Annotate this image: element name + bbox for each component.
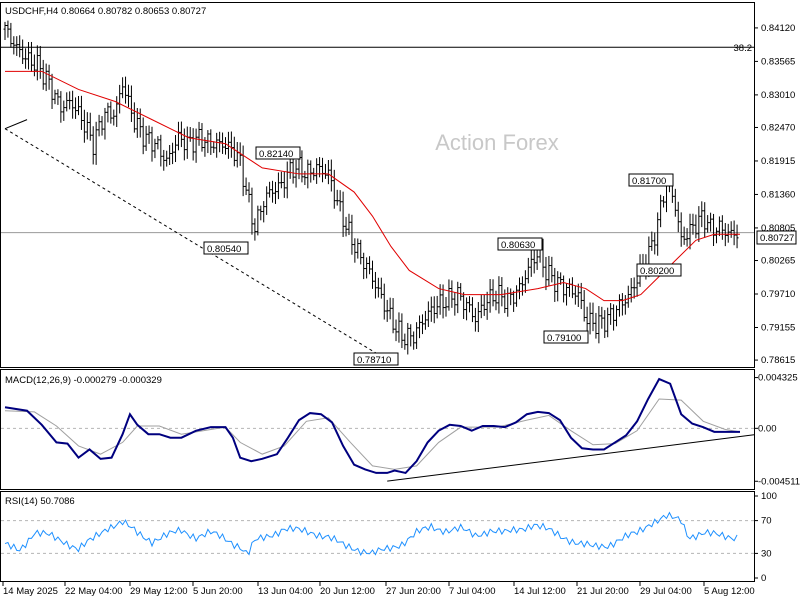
time-axis-label: 20 Jun 12:00 <box>320 586 375 597</box>
price-axis-label: 0.81915 <box>761 156 795 167</box>
time-axis-label: 14 Jul 12:00 <box>514 586 566 597</box>
current-price-tag-text: 0.80727 <box>760 233 794 244</box>
rsi-header: RSI(14) 50.7086 <box>5 496 75 507</box>
time-axis-label: 7 Jul 04:00 <box>449 586 495 597</box>
price-axis-label: 0.80265 <box>761 256 795 267</box>
price-axis-label: 0.83565 <box>761 56 795 67</box>
swing-label-box <box>628 173 674 187</box>
swing-label-box <box>255 146 301 160</box>
time-axis-label: 13 Jun 04:00 <box>258 586 313 597</box>
macd-trendline <box>387 434 755 482</box>
rsi-pane-frame <box>0 491 755 582</box>
price-axis-label: 0.80805 <box>761 223 795 234</box>
macd-axis-label: 0.00 <box>758 423 777 434</box>
macd-pane-frame <box>0 369 755 490</box>
price-axis-label: 0.83010 <box>761 90 795 101</box>
time-axis-label: 29 Jul 04:00 <box>640 586 692 597</box>
macd-axis-label: -0.004511 <box>758 476 800 487</box>
time-axis-label: 5 Aug 12:00 <box>704 586 755 597</box>
time-axis-label: 5 Jun 20:00 <box>193 586 243 597</box>
swing-label: 0.78710 <box>357 355 391 366</box>
swing-label: 0.82140 <box>259 149 293 160</box>
price-axis-label: 0.79710 <box>761 289 795 300</box>
trendline-arrow <box>4 119 28 130</box>
price-axis-label: 0.81360 <box>761 189 795 200</box>
macd-header: MACD(12,26,9) -0.000279 -0.000329 <box>5 375 162 386</box>
macd-plot <box>1 377 755 482</box>
price-axis-label: 0.84120 <box>761 23 795 34</box>
rsi-line <box>4 511 738 557</box>
swing-label-box <box>543 330 589 344</box>
swing-label: 0.80540 <box>207 244 241 255</box>
swing-label-box <box>636 263 682 277</box>
watermark: Action Forex <box>435 130 559 155</box>
rsi-axis-label: 30 <box>761 548 772 559</box>
time-axis-label: 21 Jul 20:00 <box>577 586 629 597</box>
time-axis-label: 14 May 2025 <box>3 586 58 597</box>
rsi-axis-label: 100 <box>761 491 777 502</box>
swing-label: 0.79100 <box>547 333 581 344</box>
time-axis-label: 22 May 04:00 <box>65 586 123 597</box>
price-pane-frame <box>0 2 755 368</box>
rsi-plot <box>1 511 754 557</box>
macd-axis-label: 0.004325 <box>758 373 798 384</box>
swing-label: 0.80200 <box>640 266 674 277</box>
rsi-axis-label: 0 <box>761 573 766 584</box>
macd-axis: 0.004325 0.00 -0.004511 <box>754 373 800 487</box>
rsi-axis: 100 70 30 0 <box>754 491 777 584</box>
swing-label-box <box>497 237 543 251</box>
price-axis-label: 0.82470 <box>761 122 795 133</box>
time-axis-label: 27 Jun 20:00 <box>386 586 441 597</box>
swing-label: 0.80630 <box>501 240 535 251</box>
swing-label: 0.81700 <box>632 176 666 187</box>
price-axis-label: 0.78615 <box>761 355 795 366</box>
price-axis: 0.84120 0.83565 0.83010 0.82470 0.81915 0.813… <box>754 23 795 366</box>
time-axis-label: 29 May 12:00 <box>130 586 188 597</box>
price-header: USDCHF,H4 0.80664 0.80782 0.80653 0.8072… <box>5 6 206 17</box>
current-price-tag: 0.80727 <box>756 230 797 245</box>
price-axis-label: 0.79155 <box>761 322 795 333</box>
swing-label-box <box>203 241 249 255</box>
price-plot: 0.82140 0.80540 0.78710 0.80630 0.79100 0.817… <box>1 20 754 366</box>
macd-line <box>4 377 740 475</box>
trendline-dashed <box>4 128 377 354</box>
macd-signal-line <box>4 398 741 470</box>
swing-label-box <box>353 352 399 366</box>
rsi-axis-label: 70 <box>761 516 772 527</box>
time-axis: 14 May 2025 22 May 04:00 29 May 12:00 5 Jun… <box>2 582 755 597</box>
fib-label: 38.2 <box>734 43 753 54</box>
moving-average-line <box>5 70 740 302</box>
